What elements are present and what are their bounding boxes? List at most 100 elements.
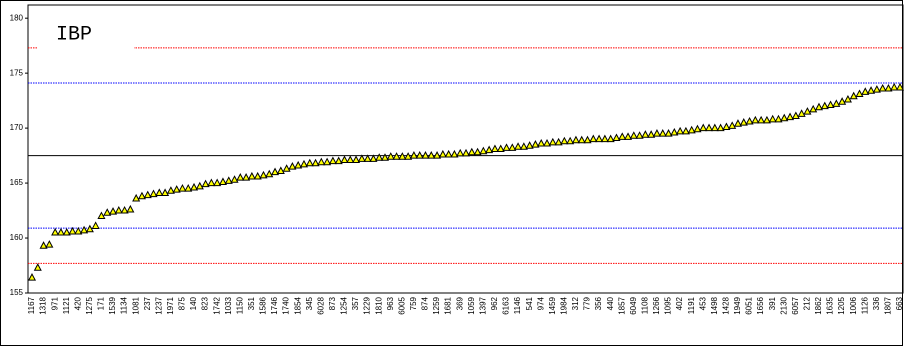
- point: [363, 154, 372, 162]
- point: [716, 123, 725, 132]
- x-tick-label: 336: [872, 296, 881, 310]
- point: [126, 204, 135, 213]
- x-tick-label: 1167: [27, 296, 36, 314]
- x-tick-label: 971: [50, 296, 59, 310]
- point: [705, 123, 714, 132]
- x-tick-label: 873: [328, 296, 337, 310]
- x-tick-label: 237: [143, 296, 152, 310]
- point: [62, 227, 71, 236]
- x-tick-label: 453: [698, 296, 707, 310]
- point: [652, 129, 661, 137]
- x-tick-label: 1205: [837, 296, 846, 314]
- point: [201, 179, 210, 188]
- title-background: [38, 16, 134, 52]
- point: [369, 154, 378, 162]
- point: [427, 151, 436, 159]
- y-tick-label: 175: [10, 68, 24, 77]
- point: [294, 160, 303, 169]
- point: [236, 173, 245, 181]
- point: [884, 83, 893, 92]
- point: [305, 158, 314, 167]
- point: [693, 124, 702, 133]
- x-tick-label: 351: [247, 296, 256, 310]
- y-tick-label: 180: [10, 13, 24, 22]
- x-tick-label: 6057: [791, 296, 800, 314]
- point: [861, 87, 870, 95]
- point: [438, 149, 447, 158]
- x-tick-label: 1857: [617, 296, 626, 314]
- point: [485, 145, 494, 154]
- y-tick-label: 155: [10, 288, 24, 297]
- x-tick-label: 1059: [467, 296, 476, 314]
- point: [473, 147, 482, 156]
- point: [444, 149, 453, 158]
- point: [664, 129, 673, 137]
- point: [456, 148, 465, 157]
- point: [820, 101, 829, 110]
- point: [577, 135, 586, 144]
- x-tick-label: 1949: [733, 296, 742, 314]
- point: [357, 154, 366, 162]
- point: [635, 131, 644, 139]
- x-tick-label: 779: [583, 296, 592, 310]
- point: [745, 116, 754, 125]
- x-tick-label: 1108: [640, 296, 649, 314]
- point: [45, 240, 54, 248]
- x-tick-label: 1862: [814, 296, 823, 314]
- point: [56, 227, 65, 236]
- point: [623, 132, 633, 140]
- point: [33, 263, 42, 271]
- x-tick-label: 171: [97, 296, 106, 310]
- point: [542, 138, 552, 147]
- x-tick-label: 1539: [108, 296, 117, 314]
- point: [849, 91, 858, 100]
- point: [762, 115, 771, 124]
- point: [583, 135, 592, 144]
- point: [213, 178, 222, 187]
- point: [172, 185, 181, 193]
- point: [855, 89, 864, 98]
- point: [218, 177, 227, 185]
- point: [178, 184, 187, 192]
- point: [161, 188, 170, 196]
- point: [311, 158, 320, 167]
- point: [728, 121, 737, 129]
- x-tick-label: 1459: [548, 296, 557, 314]
- chart-title: IBP: [56, 23, 92, 46]
- x-tick-label: 1984: [559, 296, 568, 314]
- point: [803, 107, 812, 115]
- x-tick-label: 1746: [270, 296, 279, 314]
- point: [791, 111, 800, 120]
- x-tick-label: 663: [895, 296, 904, 310]
- point: [450, 149, 459, 158]
- point: [658, 129, 667, 137]
- point: [189, 182, 199, 191]
- x-tick-label: 1397: [478, 296, 487, 314]
- point: [386, 152, 395, 160]
- x-tick-label: 1586: [259, 296, 268, 314]
- point: [768, 114, 777, 123]
- point: [537, 138, 546, 147]
- y-tick-label: 160: [10, 233, 24, 242]
- x-tick-label: 369: [455, 296, 464, 310]
- point: [375, 153, 384, 161]
- x-tick-label: 1971: [166, 296, 175, 314]
- x-tick-label: 1191: [687, 296, 696, 314]
- x-tick-label: 6163: [502, 296, 511, 314]
- point: [826, 100, 835, 109]
- point: [91, 221, 100, 229]
- point: [340, 155, 349, 163]
- point: [103, 208, 112, 216]
- point: [490, 144, 499, 152]
- x-tick-label: 1237: [154, 296, 163, 314]
- x-tick-label: 963: [386, 296, 395, 310]
- x-tick-label: 1126: [860, 296, 869, 314]
- point: [699, 123, 708, 132]
- point: [74, 226, 83, 235]
- point: [120, 205, 129, 214]
- point: [114, 205, 123, 214]
- x-tick-label: 1656: [756, 296, 765, 314]
- point: [502, 143, 511, 151]
- point: [733, 119, 743, 127]
- point: [282, 164, 291, 172]
